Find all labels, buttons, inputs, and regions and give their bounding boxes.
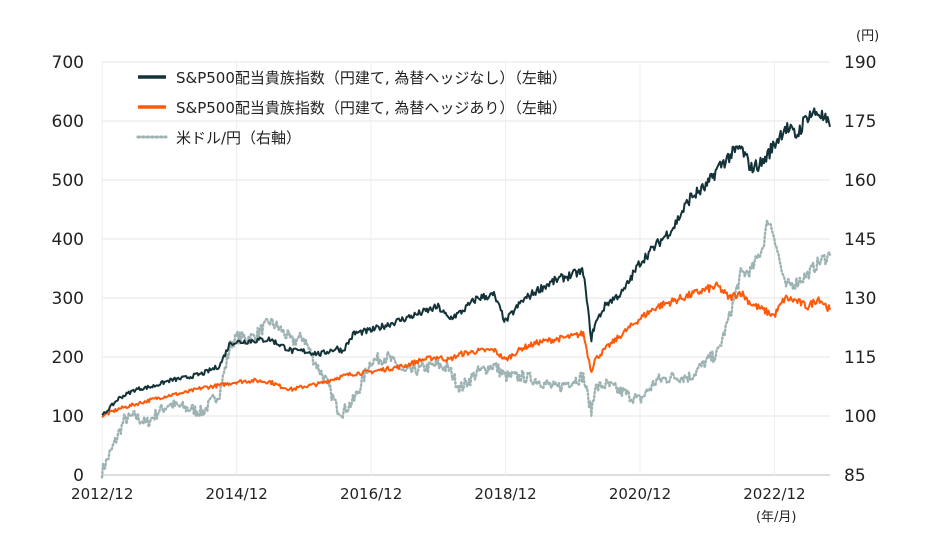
legend-label-unhedged: S&P500配当貴族指数（円建て, 為替ヘッジなし）（左軸） [176,69,567,87]
left-tick-label: 0 [73,466,84,486]
right-axis-unit-label: (円) [856,29,879,44]
series-line-unhedged [101,107,831,416]
right-tick-label: 145 [844,230,876,250]
left-tick-label: 400 [52,230,84,250]
right-tick-label: 85 [844,466,866,486]
x-tick-label: 2012/12 [71,485,133,503]
grid-lines [101,61,830,476]
x-axis-unit-label: (年/月) [756,510,797,525]
legend: S&P500配当貴族指数（円建て, 為替ヘッジなし）（左軸） S&P500配当貴… [136,69,567,147]
right-tick-label: 115 [844,348,876,368]
right-tick-label: 190 [844,53,876,73]
right-axis-ticks: 85 100 115 130 145 160 175 190 [844,53,876,486]
legend-label-usdjpy: 米ドル/円（右軸） [176,129,301,147]
x-tick-label: 2020/12 [609,485,671,503]
left-tick-label: 700 [52,53,84,73]
left-tick-label: 100 [52,407,84,427]
left-tick-label: 200 [52,348,84,368]
legend-label-hedged: S&P500配当貴族指数（円建て, 為替ヘッジあり）（左軸） [176,99,567,117]
series-lines [100,107,832,479]
series-line-hedged [101,281,831,419]
right-tick-label: 100 [844,407,876,427]
x-tick-label: 2014/12 [206,485,268,503]
x-tick-label: 2016/12 [340,485,402,503]
x-tick-label: 2018/12 [474,485,536,503]
series-line-usdjpy [100,219,832,479]
left-tick-label: 500 [52,171,84,191]
left-axis-ticks: 0 100 200 300 400 500 600 700 [52,53,84,486]
x-tick-label: 2022/12 [743,485,805,503]
left-tick-label: 600 [52,112,84,132]
left-tick-label: 300 [52,289,84,309]
x-axis-ticks: 2012/12 2014/12 2016/12 2018/12 2020/12 2022/… [71,485,806,503]
right-tick-label: 130 [844,289,876,309]
right-tick-label: 160 [844,171,876,191]
right-tick-label: 175 [844,112,876,132]
